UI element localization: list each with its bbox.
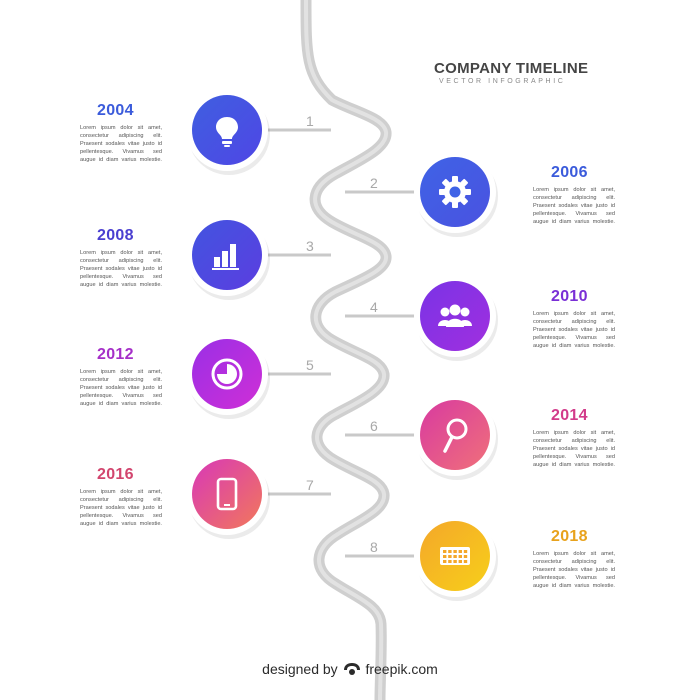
footer-credit: designed by freepik.com [0,661,700,680]
milestone-year: 2014 [551,407,588,424]
bar-chart-icon [212,244,239,270]
milestone-circle-2016 [186,453,270,539]
milestone-description: Lorem ipsum dolor sit amet, consectetur a… [533,550,615,590]
milestone-description: Lorem ipsum dolor sit amet, consectetur a… [533,186,615,226]
description-line: Praesent sodales vitae justo id [533,567,615,573]
milestone-year: 2004 [97,102,134,119]
description-line: Lorem ipsum dolor sit amet, [533,551,615,557]
description-line: augue id diam varius molestie. [533,343,615,349]
milestone-circle-2004 [186,89,270,175]
description-line: Lorem ipsum dolor sit amet, [80,369,162,375]
description-line: Lorem ipsum dolor sit amet, [533,187,615,193]
step-number: 6 [370,418,378,434]
step-number: 5 [306,357,314,373]
milestone-year: 2006 [551,164,588,181]
step-number: 4 [370,299,378,315]
milestone-year: 2010 [551,288,588,305]
pie-chart-icon [211,358,243,390]
milestone-circle-2012 [186,333,270,419]
milestone-description: Lorem ipsum dolor sit amet, consectetur a… [80,249,162,289]
description-line: pellentesque. Vivamus sed [533,454,615,460]
step-number: 3 [306,238,314,254]
description-line: consectetur adipiscing elit. [80,497,162,503]
description-line: Praesent sodales vitae justo id [80,385,162,391]
milestone-description: Lorem ipsum dolor sit amet, consectetur a… [80,488,162,528]
description-line: Praesent sodales vitae justo id [80,141,162,147]
winding-road-highlight [304,0,388,700]
step-number: 7 [306,477,314,493]
description-line: Praesent sodales vitae justo id [533,203,615,209]
milestone-year: 2016 [97,466,134,483]
milestone-year: 2012 [97,346,134,363]
lightbulb-icon [216,117,238,147]
search-icon [443,418,468,453]
milestone-description: Lorem ipsum dolor sit amet, consectetur a… [533,429,615,469]
step-number: 2 [370,175,378,191]
description-line: Praesent sodales vitae justo id [533,446,615,452]
description-line: Praesent sodales vitae justo id [80,266,162,272]
credit-brand: freepik.com [365,661,438,678]
milestone-year: 2008 [97,227,134,244]
description-line: pellentesque. Vivamus sed [80,513,162,519]
description-line: augue id diam varius molestie. [533,462,615,468]
description-line: consectetur adipiscing elit. [533,438,615,444]
milestone-description: Lorem ipsum dolor sit amet, consectetur a… [80,368,162,408]
description-line: consectetur adipiscing elit. [80,258,162,264]
description-line: consectetur adipiscing elit. [80,377,162,383]
description-line: Praesent sodales vitae justo id [533,327,615,333]
description-line: augue id diam varius molestie. [80,157,162,163]
users-icon [438,304,472,327]
milestone-circle-2010 [414,275,498,361]
description-line: pellentesque. Vivamus sed [80,274,162,280]
milestone-circle-2014 [414,394,498,480]
keyboard-icon [440,547,470,565]
description-line: consectetur adipiscing elit. [80,133,162,139]
milestone-circle-2006 [414,151,498,237]
freepik-logo-icon [342,661,362,680]
description-line: Lorem ipsum dolor sit amet, [533,430,615,436]
description-line: consectetur adipiscing elit. [533,319,615,325]
description-line: Praesent sodales vitae justo id [80,505,162,511]
page-title: COMPANY TIMELINE [434,60,589,77]
description-line: pellentesque. Vivamus sed [533,575,615,581]
description-line: pellentesque. Vivamus sed [80,149,162,155]
description-line: Lorem ipsum dolor sit amet, [80,489,162,495]
description-line: Lorem ipsum dolor sit amet, [533,311,615,317]
description-line: Lorem ipsum dolor sit amet, [80,250,162,256]
milestone-circle-2018 [414,515,498,601]
description-line: pellentesque. Vivamus sed [533,335,615,341]
milestone-description: Lorem ipsum dolor sit amet, consectetur a… [80,124,162,164]
description-line: augue id diam varius molestie. [80,282,162,288]
description-line: augue id diam varius molestie. [80,521,162,527]
step-number: 8 [370,539,378,555]
description-line: augue id diam varius molestie. [80,401,162,407]
step-number: 1 [306,113,314,129]
description-line: consectetur adipiscing elit. [533,195,615,201]
description-line: augue id diam varius molestie. [533,583,615,589]
description-line: pellentesque. Vivamus sed [80,393,162,399]
description-line: pellentesque. Vivamus sed [533,211,615,217]
connector-lines [267,128,415,558]
milestone-circle-2008 [186,214,270,300]
description-line: Lorem ipsum dolor sit amet, [80,125,162,131]
credit-prefix: designed by [262,661,338,678]
gear-icon [439,176,471,208]
milestone-year: 2018 [551,528,588,545]
description-line: consectetur adipiscing elit. [533,559,615,565]
description-line: augue id diam varius molestie. [533,219,615,225]
milestone-circles [186,89,498,601]
smartphone-icon [216,477,238,511]
page-subtitle: VECTOR INFOGRAPHIC [439,78,566,85]
milestone-description: Lorem ipsum dolor sit amet, consectetur a… [533,310,615,350]
